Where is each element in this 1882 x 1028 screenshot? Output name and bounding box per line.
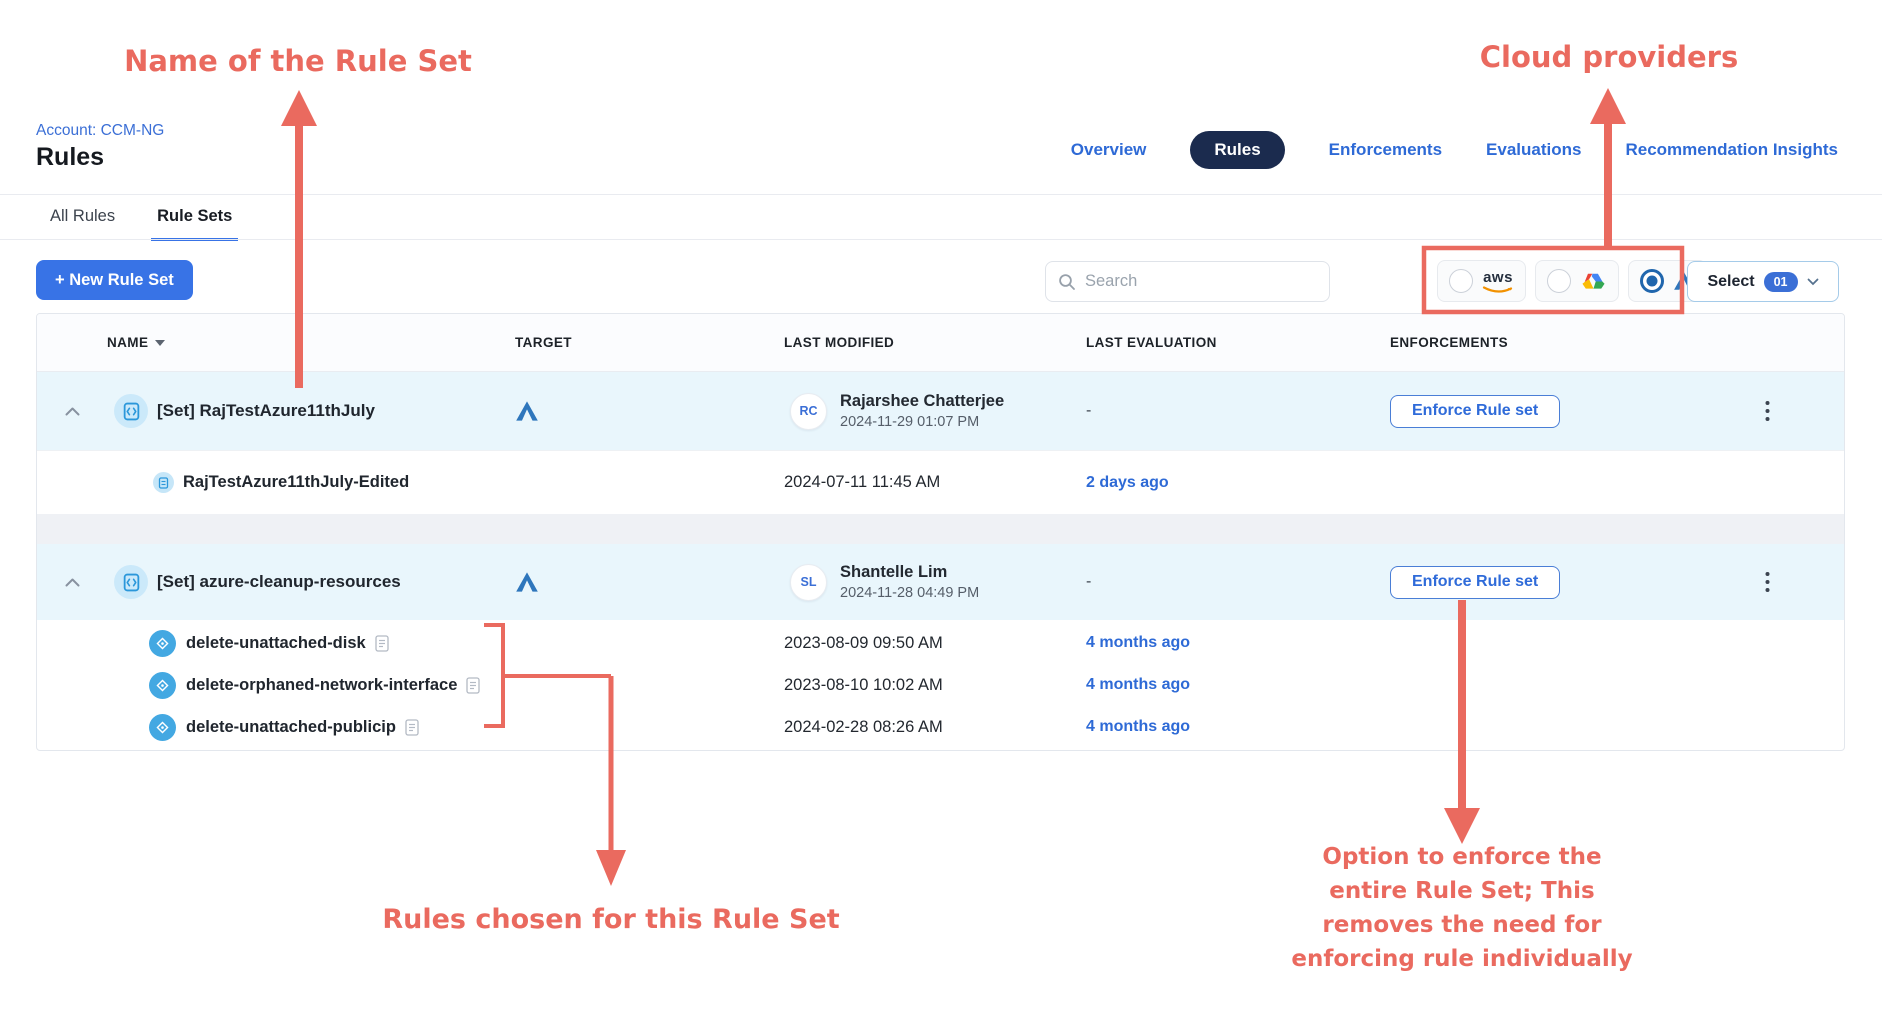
rule-name: delete-unattached-publicip — [186, 717, 396, 736]
rule-notes-icon[interactable] — [405, 718, 419, 736]
row-actions-menu-icon[interactable] — [1761, 567, 1844, 597]
column-header-last-modified: LAST MODIFIED — [784, 335, 895, 350]
avatar: RC — [790, 392, 827, 430]
nav-overview[interactable]: Overview — [1070, 140, 1147, 159]
header-divider — [0, 194, 1882, 195]
rule-modified-date: 2023-08-09 09:50 AM — [784, 633, 943, 652]
rule-modified-date: 2023-08-10 10:02 AM — [784, 675, 943, 694]
rule-sets-table: NAME TARGET LAST MODIFIED LAST EVALUATIO… — [36, 313, 1845, 751]
rule-modified-date: 2024-02-28 08:26 AM — [784, 717, 943, 736]
rule-notes-icon[interactable] — [375, 634, 389, 652]
nav-recommendation-insights[interactable]: Recommendation Insights — [1625, 140, 1838, 159]
column-header-target: TARGET — [515, 335, 572, 350]
azure-radio-checked[interactable] — [1640, 269, 1664, 293]
gcp-radio[interactable] — [1547, 269, 1571, 293]
rule-set-row[interactable]: [Set] RajTestAzure11thJuly RC Rajarshee … — [37, 372, 1844, 450]
tab-rule-sets[interactable]: Rule Sets — [151, 201, 239, 241]
enforce-rule-set-button[interactable]: Enforce Rule set — [1390, 565, 1561, 599]
chevron-down-icon — [1807, 278, 1819, 286]
rule-set-name: [Set] RajTestAzure11thJuly — [157, 401, 375, 420]
rules-tabs: All Rules Rule Sets — [44, 201, 239, 241]
aws-radio[interactable] — [1449, 269, 1473, 293]
provider-filter-gcp[interactable] — [1535, 260, 1619, 302]
rule-notes-icon[interactable] — [466, 676, 481, 694]
rule-icon — [149, 629, 176, 657]
rule-row[interactable]: delete-orphaned-network-interface 2023-0… — [37, 664, 1844, 706]
rule-evaluation-link[interactable]: 4 months ago — [1086, 634, 1191, 651]
provider-filter-aws[interactable]: aws — [1437, 260, 1526, 302]
rule-row[interactable]: delete-unattached-disk 2023-08-09 09:50 … — [37, 622, 1844, 664]
aws-logo-icon: aws — [1482, 269, 1514, 293]
nav-enforcements[interactable]: Enforcements — [1328, 140, 1443, 159]
nav-rules[interactable]: Rules — [1190, 131, 1285, 169]
account-breadcrumb[interactable]: Account: CCM-NG — [36, 122, 165, 139]
rule-name: RajTestAzure11thJuly-Edited — [183, 473, 410, 491]
cloud-provider-filters: aws — [1437, 260, 1707, 302]
top-nav: Overview Rules Enforcements Evaluations … — [1071, 130, 1838, 170]
rule-doc-icon — [153, 472, 174, 493]
group-separator — [37, 514, 1844, 544]
azure-target-icon — [515, 571, 539, 593]
annotation-name-of-rule-set: Name of the Rule Set — [124, 44, 472, 78]
rule-evaluation-link[interactable]: 4 months ago — [1086, 676, 1191, 693]
page-title: Rules — [36, 143, 105, 171]
applied-filters-select[interactable]: Select 01 — [1687, 261, 1839, 302]
table-header-row: NAME TARGET LAST MODIFIED LAST EVALUATIO… — [37, 314, 1844, 372]
search-input[interactable] — [1085, 272, 1317, 291]
rule-name: delete-orphaned-network-interface — [186, 675, 458, 694]
rule-modified-date: 2024-07-11 11:45 AM — [784, 473, 941, 491]
search-icon — [1058, 273, 1076, 291]
rule-evaluation-link[interactable]: 2 days ago — [1086, 473, 1169, 491]
rule-row[interactable]: delete-unattached-publicip 2024-02-28 08… — [37, 706, 1844, 748]
rule-icon — [149, 713, 176, 741]
select-label: Select — [1707, 272, 1755, 290]
rule-evaluation-link[interactable]: 4 months ago — [1086, 718, 1191, 735]
gcp-logo-icon — [1580, 271, 1607, 292]
rule-name: delete-unattached-disk — [186, 633, 366, 652]
search-box[interactable] — [1045, 261, 1330, 302]
rule-set-group: [Set] RajTestAzure11thJuly RC Rajarshee … — [37, 372, 1844, 514]
annotation-rules-chosen: Rules chosen for this Rule Set — [382, 904, 840, 935]
tab-all-rules[interactable]: All Rules — [50, 207, 116, 225]
column-header-name[interactable]: NAME — [37, 335, 515, 350]
last-evaluation-value: - — [1086, 402, 1092, 419]
tabs-divider — [0, 239, 1882, 240]
row-actions-menu-icon[interactable] — [1761, 396, 1844, 426]
rule-set-group: [Set] azure-cleanup-resources SL Shantel… — [37, 544, 1844, 750]
rule-set-icon — [114, 565, 148, 599]
new-rule-set-button[interactable]: + New Rule Set — [36, 260, 193, 300]
last-evaluation-value: - — [1086, 573, 1092, 590]
collapse-row-button[interactable] — [65, 578, 81, 587]
sort-caret-icon — [155, 339, 166, 346]
avatar: SL — [790, 563, 827, 601]
enforce-rule-set-button[interactable]: Enforce Rule set — [1390, 394, 1561, 428]
column-header-enforcements: ENFORCEMENTS — [1390, 335, 1509, 350]
azure-target-icon — [515, 400, 539, 422]
rule-set-name: [Set] azure-cleanup-resources — [157, 572, 401, 591]
rule-set-icon — [114, 394, 148, 428]
column-header-last-evaluation: LAST EVALUATION — [1086, 335, 1217, 350]
annotation-enforce-note: Option to enforce the entire Rule Set; T… — [1291, 844, 1633, 972]
rule-set-row[interactable]: [Set] azure-cleanup-resources SL Shantel… — [37, 544, 1844, 620]
filter-count-badge: 01 — [1763, 271, 1798, 292]
annotation-cloud-providers: Cloud providers — [1479, 40, 1739, 74]
rule-icon — [149, 671, 176, 699]
collapse-row-button[interactable] — [65, 407, 81, 416]
modified-by-name: Rajarshee Chatterjee — [840, 391, 1005, 410]
modified-date: 2024-11-29 01:07 PM — [840, 413, 980, 430]
modified-date: 2024-11-28 04:49 PM — [840, 584, 980, 601]
rule-row[interactable]: RajTestAzure11thJuly-Edited 2024-07-11 1… — [37, 450, 1844, 514]
modified-by-name: Shantelle Lim — [840, 562, 948, 581]
nav-evaluations[interactable]: Evaluations — [1486, 140, 1582, 159]
